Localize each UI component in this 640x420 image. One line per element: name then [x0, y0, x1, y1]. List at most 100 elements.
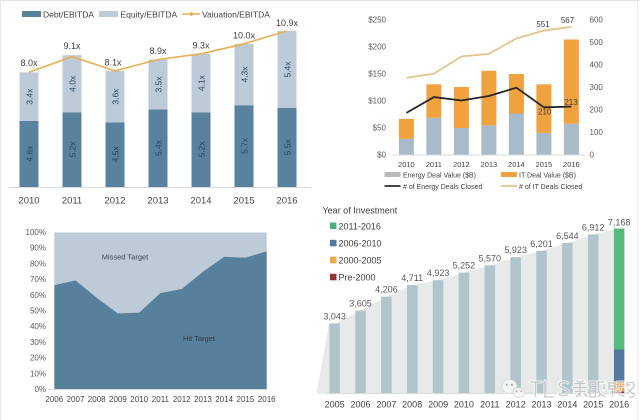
- svg-text:2013: 2013: [481, 160, 498, 169]
- svg-text:8.1x: 8.1x: [104, 57, 122, 67]
- svg-text:5,923: 5,923: [504, 245, 527, 255]
- svg-text:$50: $50: [373, 124, 387, 133]
- svg-text:2007: 2007: [376, 400, 396, 410]
- svg-text:2008: 2008: [402, 400, 422, 410]
- svg-text:2013: 2013: [531, 400, 551, 410]
- svg-text:$0: $0: [377, 151, 386, 160]
- svg-text:100: 100: [590, 128, 604, 137]
- svg-text:90%: 90%: [30, 244, 46, 253]
- svg-text:2006-2010: 2006-2010: [339, 239, 382, 249]
- svg-text:4.3x: 4.3x: [239, 66, 249, 83]
- svg-text:2014: 2014: [557, 400, 577, 410]
- svg-text:6,544: 6,544: [556, 231, 579, 241]
- svg-text:2013: 2013: [147, 196, 168, 207]
- svg-text:400: 400: [590, 61, 604, 70]
- svg-text:2015: 2015: [237, 395, 255, 404]
- svg-text:50%: 50%: [30, 307, 46, 316]
- svg-text:Equity/EBITDA: Equity/EBITDA: [121, 10, 178, 20]
- svg-text:200: 200: [590, 106, 604, 115]
- svg-text:60%: 60%: [30, 291, 46, 300]
- svg-text:$150: $150: [368, 70, 386, 79]
- svg-text:2009: 2009: [109, 395, 127, 404]
- svg-text:0%: 0%: [34, 385, 46, 394]
- svg-text:2012: 2012: [506, 400, 526, 410]
- svg-text:5,570: 5,570: [479, 253, 502, 263]
- svg-text:Energy Deal Value ($B): Energy Deal Value ($B): [403, 173, 476, 180]
- svg-text:551: 551: [536, 20, 550, 29]
- svg-text:2006: 2006: [350, 400, 370, 410]
- svg-text:2011: 2011: [152, 395, 170, 404]
- svg-text:$100: $100: [368, 97, 386, 106]
- svg-text:4,206: 4,206: [375, 285, 398, 295]
- svg-text:100%: 100%: [26, 228, 46, 237]
- svg-text:2011-2016: 2011-2016: [339, 222, 381, 232]
- svg-text:Hit Target: Hit Target: [183, 334, 216, 343]
- svg-text:2006: 2006: [45, 395, 63, 404]
- svg-text:500: 500: [590, 38, 604, 47]
- svg-text:2011: 2011: [480, 400, 499, 410]
- svg-text:80%: 80%: [30, 259, 46, 268]
- svg-text:2010: 2010: [18, 196, 39, 207]
- svg-text:213: 213: [564, 98, 578, 107]
- svg-text:3,605: 3,605: [349, 299, 372, 309]
- svg-text:Debt/EBITDA: Debt/EBITDA: [43, 10, 94, 20]
- svg-text:2008: 2008: [88, 395, 106, 404]
- svg-text:2011: 2011: [426, 160, 442, 169]
- svg-text:Pre-2000: Pre-2000: [339, 273, 376, 283]
- svg-text:Year of Investment: Year of Investment: [323, 206, 398, 216]
- svg-text:4.5x: 4.5x: [110, 146, 120, 163]
- svg-text:9.1x: 9.1x: [63, 41, 81, 51]
- svg-text:Missed Target: Missed Target: [102, 253, 149, 262]
- svg-text:$250: $250: [368, 16, 386, 25]
- svg-text:2014: 2014: [190, 196, 211, 207]
- svg-text:2016: 2016: [563, 160, 580, 169]
- svg-text:3.5x: 3.5x: [153, 76, 163, 93]
- svg-text:6,201: 6,201: [530, 239, 553, 249]
- svg-text:2016: 2016: [276, 196, 297, 207]
- svg-text:5.4x: 5.4x: [282, 61, 292, 78]
- svg-text:10.9x: 10.9x: [276, 18, 299, 28]
- svg-text:2010: 2010: [454, 400, 474, 410]
- svg-text:0: 0: [590, 151, 595, 160]
- svg-text:IT Deal Value ($B): IT Deal Value ($B): [519, 173, 576, 180]
- svg-text:Valuation/EBITDA: Valuation/EBITDA: [202, 10, 270, 20]
- svg-text:20%: 20%: [30, 354, 46, 363]
- svg-text:9.3x: 9.3x: [192, 40, 210, 50]
- svg-text:210: 210: [538, 108, 552, 117]
- svg-text:2016: 2016: [609, 400, 629, 410]
- svg-text:8.9x: 8.9x: [149, 46, 167, 56]
- svg-text:5.2x: 5.2x: [196, 141, 206, 158]
- svg-text:2012: 2012: [173, 395, 191, 404]
- svg-text:2010: 2010: [398, 160, 415, 169]
- svg-text:5,252: 5,252: [453, 261, 476, 271]
- svg-text:2010: 2010: [130, 395, 148, 404]
- svg-text:300: 300: [590, 83, 604, 92]
- svg-text:# of IT Deals Closed: # of IT Deals Closed: [519, 184, 582, 191]
- svg-text:$200: $200: [368, 43, 386, 52]
- svg-text:4.6x: 4.6x: [24, 145, 34, 162]
- svg-text:40%: 40%: [30, 322, 46, 331]
- svg-text:2012: 2012: [453, 160, 470, 169]
- svg-text:2015: 2015: [233, 196, 254, 207]
- svg-text:3,043: 3,043: [323, 312, 346, 322]
- svg-text:600: 600: [590, 16, 604, 25]
- svg-text:567: 567: [561, 16, 575, 25]
- svg-text:# of Energy Deals Closed: # of Energy Deals Closed: [403, 184, 482, 191]
- svg-text:2011: 2011: [62, 196, 82, 207]
- svg-text:4,923: 4,923: [427, 268, 450, 278]
- svg-text:4.0x: 4.0x: [67, 75, 77, 92]
- svg-text:2015: 2015: [583, 400, 603, 410]
- svg-text:2000-2005: 2000-2005: [339, 256, 382, 266]
- svg-text:8.0x: 8.0x: [20, 58, 38, 68]
- svg-text:2009: 2009: [428, 400, 448, 410]
- svg-text:5.4x: 5.4x: [153, 139, 163, 156]
- svg-text:2005: 2005: [325, 400, 345, 410]
- svg-text:5.5x: 5.5x: [282, 139, 292, 156]
- svg-text:3.4x: 3.4x: [24, 88, 34, 105]
- svg-text:10.0x: 10.0x: [233, 30, 256, 40]
- svg-text:2012: 2012: [104, 196, 125, 207]
- svg-text:2013: 2013: [194, 395, 212, 404]
- svg-text:2007: 2007: [67, 395, 85, 404]
- svg-text:7,168: 7,168: [608, 218, 631, 228]
- svg-text:5.7x: 5.7x: [239, 137, 249, 154]
